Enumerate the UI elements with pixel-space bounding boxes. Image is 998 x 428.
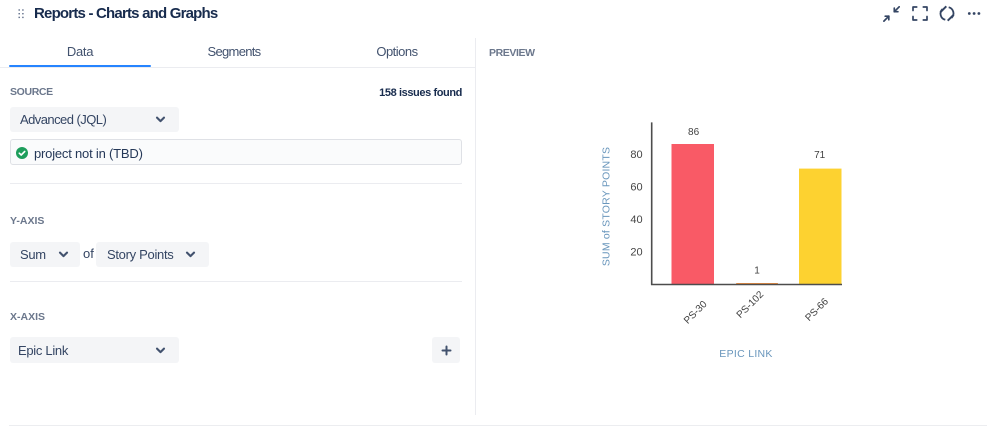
svg-text:PS-102: PS-102 xyxy=(735,289,767,321)
svg-text:20: 20 xyxy=(630,247,642,259)
svg-text:71: 71 xyxy=(814,150,826,161)
svg-text:EPIC LINK: EPIC LINK xyxy=(719,348,772,360)
svg-text:40: 40 xyxy=(630,214,642,226)
svg-text:60: 60 xyxy=(630,181,642,193)
svg-text:80: 80 xyxy=(630,149,642,161)
svg-text:86: 86 xyxy=(688,127,700,138)
svg-text:1: 1 xyxy=(754,265,760,276)
svg-text:PS-66: PS-66 xyxy=(803,296,831,324)
svg-text:SUM of STORY POINTS: SUM of STORY POINTS xyxy=(601,147,613,266)
svg-text:PS-30: PS-30 xyxy=(682,299,710,327)
